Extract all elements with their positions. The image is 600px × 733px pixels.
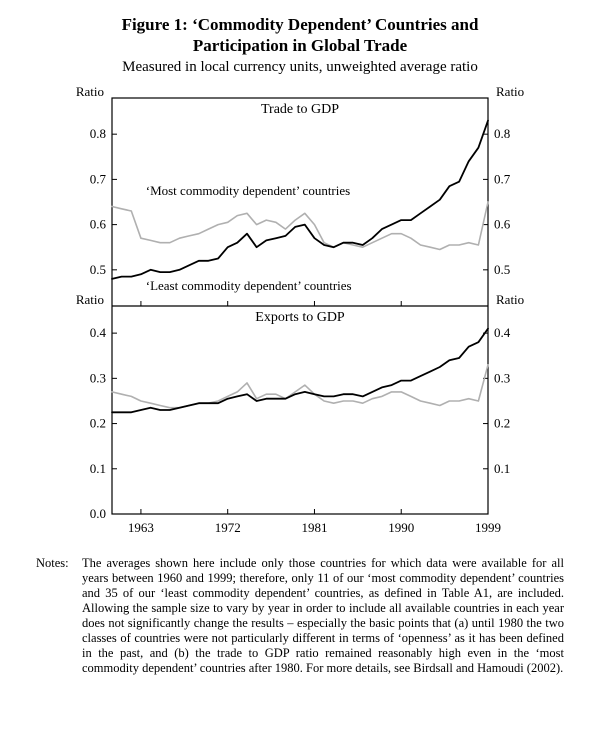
figure-title: Figure 1: ‘Commodity Dependent’ Countrie… — [36, 14, 564, 57]
notes-body: The averages shown here include only tho… — [82, 556, 564, 676]
x-tick-label: 1963 — [128, 520, 154, 535]
figure-page: Figure 1: ‘Commodity Dependent’ Countrie… — [0, 0, 600, 733]
figure-subtitle: Measured in local currency units, unweig… — [36, 59, 564, 76]
x-tick-label: 1990 — [388, 520, 414, 535]
y-tick-label: 0.7 — [494, 171, 511, 186]
figure-notes: Notes: The averages shown here include o… — [36, 556, 564, 676]
panel-title: Exports to GDP — [255, 310, 345, 325]
annotation: ‘Most commodity dependent’ countries — [146, 183, 350, 198]
y-tick-label: 0.2 — [90, 415, 106, 430]
y-tick-label: 0.2 — [494, 415, 510, 430]
y-axis-label-left: Ratio — [76, 292, 104, 307]
series-least-commodity-dependent — [112, 328, 488, 412]
panel-title: Trade to GDP — [261, 102, 339, 117]
chart-container: 1963 1972 1981 1990 1999 Trade to GDP Ratio Rat… — [36, 82, 564, 542]
y-tick-label: 0.0 — [90, 506, 106, 521]
y-tick-label: 0.4 — [494, 325, 511, 340]
y-axis-label-right: Ratio — [496, 292, 524, 307]
y-tick-label: 0.6 — [494, 216, 511, 231]
y-tick-label: 0.8 — [494, 126, 510, 141]
y-axis-label-right: Ratio — [496, 84, 524, 99]
annotation: ‘Least commodity dependent’ countries — [146, 278, 352, 293]
y-tick-label: 0.7 — [90, 171, 107, 186]
y-tick-label: 0.4 — [90, 325, 107, 340]
y-tick-label: 0.8 — [90, 126, 106, 141]
series-least-commodity-dependent — [112, 120, 488, 278]
figure-title-line1: Figure 1: ‘Commodity Dependent’ Countrie… — [122, 15, 479, 34]
y-tick-label: 0.5 — [90, 261, 106, 276]
x-tick-label: 1972 — [215, 520, 241, 535]
notes-label: Notes: — [36, 556, 82, 676]
figure-title-line2: Participation in Global Trade — [193, 36, 407, 55]
x-tick-label: 1981 — [301, 520, 327, 535]
y-tick-label: 0.3 — [90, 370, 106, 385]
y-tick-label: 0.1 — [494, 460, 510, 475]
chart-svg: 1963 1972 1981 1990 1999 Trade to GDP Ratio Rat… — [60, 82, 540, 542]
y-tick-label: 0.5 — [494, 261, 510, 276]
y-tick-label: 0.6 — [90, 216, 107, 231]
y-axis-label-left: Ratio — [76, 84, 104, 99]
y-tick-label: 0.3 — [494, 370, 510, 385]
y-tick-label: 0.1 — [90, 460, 106, 475]
x-tick-label: 1999 — [475, 520, 501, 535]
